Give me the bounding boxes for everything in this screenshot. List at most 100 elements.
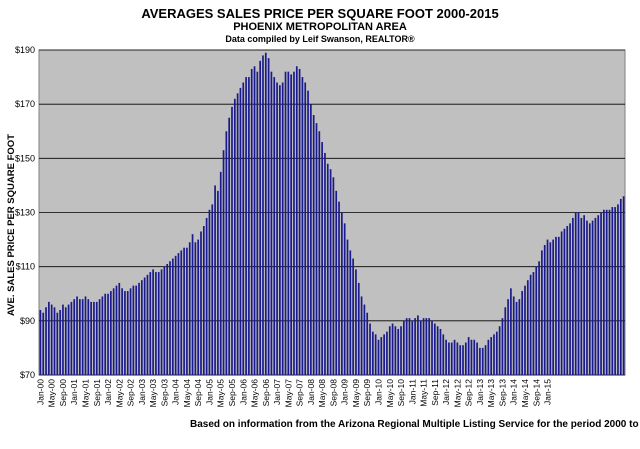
- bar: [603, 209, 605, 375]
- bar: [600, 212, 602, 375]
- x-tick-label: Jan-12: [441, 379, 451, 405]
- bar: [174, 255, 177, 375]
- bar: [197, 239, 200, 375]
- y-tick-label: $70: [20, 370, 35, 380]
- bar: [56, 312, 59, 375]
- x-tick-label: Sep-10: [396, 379, 406, 407]
- bar: [524, 285, 526, 376]
- bar: [352, 258, 354, 375]
- bar: [287, 71, 290, 376]
- bar: [414, 318, 416, 376]
- bar: [391, 323, 394, 375]
- bar: [160, 269, 163, 376]
- bar: [617, 204, 619, 376]
- x-tick-label: May-08: [317, 379, 327, 408]
- bar: [498, 326, 501, 375]
- y-tick-label: $110: [16, 262, 35, 272]
- x-tick-label: Jan-10: [373, 379, 383, 405]
- bar: [67, 304, 70, 375]
- bar: [411, 320, 414, 375]
- x-tick-label: Jan-08: [306, 379, 316, 405]
- bar: [419, 320, 422, 375]
- bar: [363, 304, 366, 375]
- x-tick-label: Jan-04: [171, 379, 181, 405]
- bar: [563, 228, 566, 375]
- x-tick-label: May-00: [47, 379, 57, 408]
- x-tick-label: Sep-06: [261, 379, 271, 407]
- y-tick-label: $90: [20, 316, 35, 326]
- bar: [569, 223, 571, 375]
- x-tick-label: Sep-11: [430, 379, 440, 406]
- bar: [270, 71, 273, 376]
- bar: [346, 239, 349, 375]
- bar: [614, 207, 616, 375]
- bar: [242, 82, 245, 375]
- bar: [470, 339, 473, 375]
- x-tick-label: Sep-14: [531, 379, 541, 407]
- bar: [248, 77, 250, 375]
- bar: [222, 150, 225, 375]
- bar: [273, 77, 276, 375]
- bar: [217, 190, 219, 375]
- bar: [366, 312, 369, 375]
- bar: [428, 318, 431, 376]
- x-tick-label: Jan-06: [238, 379, 248, 405]
- bar: [535, 266, 538, 375]
- bar: [521, 291, 524, 375]
- bar: [383, 334, 385, 376]
- bar: [546, 239, 549, 375]
- bar: [79, 299, 81, 375]
- bar: [163, 266, 166, 375]
- bar: [453, 339, 456, 375]
- x-tick-label: May-03: [148, 379, 158, 408]
- bar: [250, 68, 253, 376]
- bar: [445, 339, 447, 375]
- bar: [552, 239, 554, 375]
- bar: [157, 272, 160, 375]
- bar: [307, 90, 309, 376]
- bar: [476, 342, 478, 375]
- bar: [541, 250, 543, 375]
- bar: [574, 212, 577, 375]
- bar: [132, 285, 135, 376]
- bar: [326, 163, 329, 375]
- x-tick-label: May-14: [520, 379, 530, 408]
- x-tick-label: Jan-03: [137, 379, 147, 405]
- chart-footnote: Based on information from the Arizona Re…: [190, 419, 640, 430]
- bar: [53, 307, 56, 375]
- bar: [431, 320, 433, 375]
- x-tick-label: Jan-01: [69, 379, 79, 405]
- bar: [490, 337, 493, 375]
- bar: [104, 293, 107, 375]
- chart-subtitle: PHOENIX METROPOLITAN AREA: [233, 21, 407, 33]
- bar: [304, 82, 307, 375]
- bar: [479, 347, 481, 375]
- x-tick-label: Sep-08: [328, 379, 338, 407]
- bar: [495, 331, 498, 375]
- bar: [380, 337, 383, 375]
- bar: [369, 323, 371, 375]
- bar: [186, 247, 188, 375]
- bar: [166, 263, 169, 375]
- bar: [50, 304, 53, 375]
- x-tick-label: Sep-13: [497, 379, 507, 407]
- x-tick-label: May-07: [283, 379, 293, 408]
- bar: [126, 291, 129, 375]
- bar: [560, 231, 563, 375]
- bar: [526, 280, 529, 375]
- bar: [101, 296, 104, 375]
- bar: [622, 196, 625, 375]
- bar: [310, 104, 312, 376]
- bar: [473, 339, 476, 375]
- bar: [208, 209, 211, 375]
- bar: [236, 93, 239, 375]
- bar: [436, 326, 439, 375]
- bar: [262, 55, 264, 376]
- bar: [608, 209, 611, 375]
- x-tick-label: Sep-12: [464, 379, 474, 407]
- bar: [110, 291, 112, 375]
- bar: [433, 323, 436, 375]
- bar: [253, 66, 256, 375]
- x-tick-label: Sep-07: [295, 379, 305, 407]
